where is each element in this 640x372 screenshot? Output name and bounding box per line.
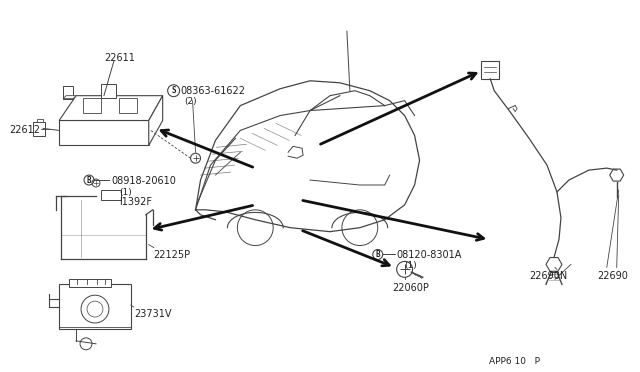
- Polygon shape: [148, 96, 163, 145]
- Text: 23731V: 23731V: [134, 309, 172, 319]
- Text: l1392F: l1392F: [119, 197, 152, 207]
- Text: (1): (1): [119, 188, 132, 197]
- Polygon shape: [37, 119, 44, 122]
- Polygon shape: [59, 121, 148, 145]
- Polygon shape: [101, 190, 121, 200]
- Polygon shape: [63, 86, 73, 99]
- Text: S: S: [172, 86, 176, 95]
- Polygon shape: [119, 98, 137, 113]
- Text: 22611: 22611: [104, 53, 135, 63]
- Polygon shape: [33, 122, 45, 137]
- Text: 22125P: 22125P: [154, 250, 191, 260]
- Polygon shape: [59, 284, 131, 329]
- Polygon shape: [83, 98, 101, 113]
- Text: (2): (2): [184, 97, 197, 106]
- Text: 08363-61622: 08363-61622: [180, 86, 246, 96]
- Polygon shape: [481, 61, 499, 79]
- Polygon shape: [59, 96, 163, 121]
- Text: 22690N: 22690N: [529, 271, 567, 281]
- Text: 22612: 22612: [10, 125, 40, 135]
- Polygon shape: [63, 96, 76, 99]
- Polygon shape: [546, 257, 562, 271]
- Text: B: B: [86, 176, 92, 185]
- Text: 08120-8301A: 08120-8301A: [397, 250, 462, 260]
- Text: (1): (1): [404, 262, 417, 270]
- Polygon shape: [610, 169, 623, 181]
- Text: APP6 10   P: APP6 10 P: [489, 357, 540, 366]
- Text: B: B: [376, 250, 380, 259]
- Text: 22690: 22690: [596, 271, 628, 281]
- Polygon shape: [101, 84, 116, 98]
- Polygon shape: [69, 279, 111, 287]
- Text: 22060P: 22060P: [393, 283, 429, 293]
- Text: 08918-20610: 08918-20610: [111, 176, 176, 186]
